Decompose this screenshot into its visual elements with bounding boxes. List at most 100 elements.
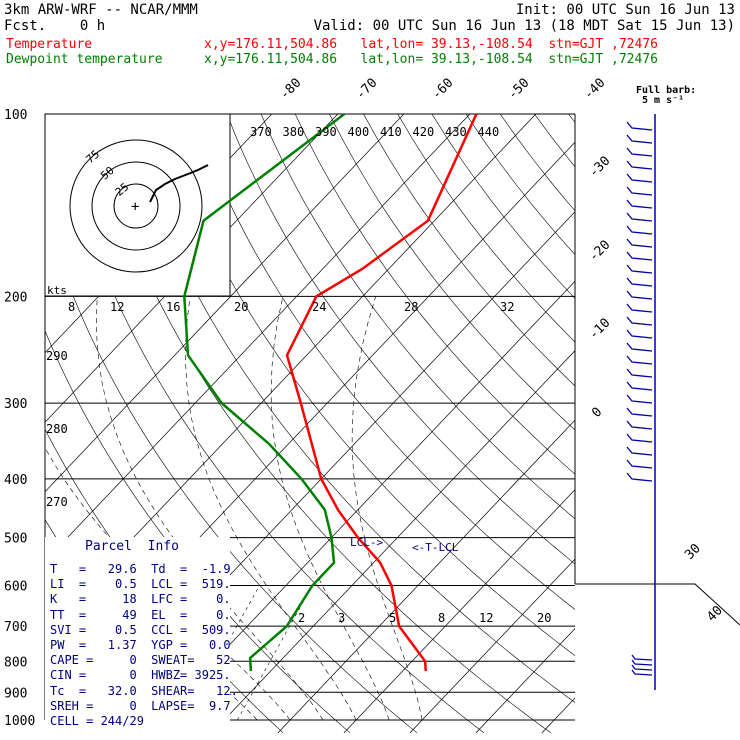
parcel-info-row: SVI = 0.5 CCL = 509.: [50, 622, 231, 637]
mixing-ratio-label: 28: [404, 300, 418, 314]
wind-barb: [626, 225, 653, 235]
pressure-label: 800: [4, 655, 27, 670]
dry-adiabat-line: [124, 114, 575, 703]
parcel-info-row: K = 18 LFC = 0.: [50, 592, 231, 607]
mixing-ratio-line: [237, 585, 313, 721]
mixing-ratio-label: 2: [298, 611, 305, 625]
pressure-label: 1000: [4, 714, 35, 729]
theta-label-low: 270: [46, 495, 68, 509]
isotherm-line: [277, 419, 575, 734]
dry-adiabat-line: [192, 114, 575, 610]
mixing-ratio-label: 24: [312, 300, 326, 314]
pressure-label: 100: [4, 108, 27, 123]
temperature-legend: Temperature: [6, 37, 93, 52]
moist-adiabat-line: [185, 296, 357, 721]
isotherm-line: [541, 697, 575, 734]
isotherm-label: -80: [277, 76, 304, 103]
isotherm-label: -40: [581, 76, 608, 103]
pressure-label: 600: [4, 580, 27, 595]
wind-barb: [626, 160, 653, 170]
dry-adiabat-line: [499, 114, 575, 212]
isotherm-label: -10: [586, 316, 613, 343]
barb-note: Full barb:: [636, 85, 696, 96]
hodograph-ring-label: 50: [98, 164, 117, 182]
theta-label: 380: [283, 125, 305, 139]
theta-label: 410: [380, 125, 402, 139]
wind-barb: [626, 316, 653, 326]
hodograph-center: +: [131, 199, 139, 215]
isotherm-line: [211, 350, 575, 734]
right-axis-lower: [575, 583, 740, 626]
isotherm-label: -30: [586, 154, 613, 181]
hodograph-trace: [149, 164, 209, 203]
mixing-ratio-label: 20: [234, 300, 248, 314]
pressure-label: 700: [4, 620, 27, 635]
tlcl-marker: <-T-LCL: [412, 541, 459, 554]
isotherm-label: -70: [353, 76, 380, 103]
dry-adiabat-line: [158, 114, 575, 657]
wind-barb: [626, 277, 653, 287]
pressure-label: 900: [4, 686, 27, 701]
wind-barb: [626, 446, 653, 456]
mixing-ratio-label: 5: [389, 611, 396, 625]
parcel-info-row: CAPE = 0 SWEAT= 52: [50, 653, 231, 668]
hodograph-unit: kts: [47, 284, 67, 297]
wind-barb: [626, 433, 653, 443]
mixing-ratio-label: 20: [537, 611, 551, 625]
lcl-marker: LCL->: [350, 536, 383, 549]
dry-adiabat-line: [431, 114, 575, 299]
theta-label: 400: [348, 125, 370, 139]
pressure-label: 200: [4, 290, 27, 305]
parcel-info-row: PW = 1.37 YGP = 0.0: [50, 638, 231, 652]
parcel-info-box: Parcel Info T = 29.6 Td = -1.9 LI = 0.5 L…: [45, 537, 238, 735]
isotherm-label: 0: [589, 405, 605, 421]
parcel-info-row: TT = 49 EL = 0.: [50, 607, 231, 622]
wind-barb: [626, 121, 653, 131]
wind-barb: [626, 368, 653, 378]
hodograph-ring: [69, 139, 203, 273]
isotherm-label: -50: [505, 76, 532, 103]
isotherm-line: [145, 280, 575, 734]
wind-barb: [626, 134, 653, 144]
wind-barb: [626, 420, 653, 430]
dry-adiabat-line: [397, 114, 575, 343]
dry-adiabat-line: [329, 114, 575, 431]
mixing-ratio-label: 12: [479, 611, 493, 625]
wind-barb: [631, 654, 653, 661]
theta-label: 420: [413, 125, 435, 139]
dry-adiabat-line: [45, 214, 418, 734]
mixing-ratio-label: 32: [500, 300, 514, 314]
isotherm-line: [45, 114, 471, 562]
wind-barb: [626, 186, 653, 196]
theta-label: 390: [315, 125, 337, 139]
isotherm-line: [45, 114, 339, 423]
forecast-hour: Fcst. 0 h: [4, 18, 106, 34]
parcel-info-title: Parcel Info: [85, 539, 179, 554]
wind-barb: [626, 212, 653, 222]
isotherm-label: -20: [586, 238, 613, 265]
wind-barb: [626, 264, 653, 274]
parcel-info-row: Tc = 32.0 SHEAR= 12.: [50, 683, 238, 698]
dry-adiabat-line: [226, 114, 575, 565]
isotherm-line: [45, 114, 405, 493]
wind-barb: [626, 147, 653, 157]
mixing-ratio-line: [184, 585, 260, 721]
isotherm-label: 30: [682, 541, 704, 563]
parcel-info-row: LI = 0.5 LCL = 519.: [50, 577, 231, 592]
wind-barb: [631, 664, 653, 671]
wind-barb: [631, 669, 653, 676]
pressure-label: 400: [4, 473, 27, 488]
dry-adiabat-line: [260, 114, 575, 520]
dry-adiabat-line: [363, 114, 575, 387]
mixing-ratio-label: 8: [438, 611, 445, 625]
hodograph-box: [44, 113, 231, 297]
wind-barb: [626, 394, 653, 404]
theta-label-low: 290: [46, 349, 68, 363]
wind-barb: [626, 290, 653, 300]
isotherm-label: 40: [704, 603, 726, 625]
wind-barb: [626, 472, 653, 482]
dry-adiabat-line: [55, 114, 485, 734]
theta-label: 440: [478, 125, 500, 139]
isotherm-label: -60: [429, 76, 456, 103]
wind-barb: [626, 407, 653, 417]
